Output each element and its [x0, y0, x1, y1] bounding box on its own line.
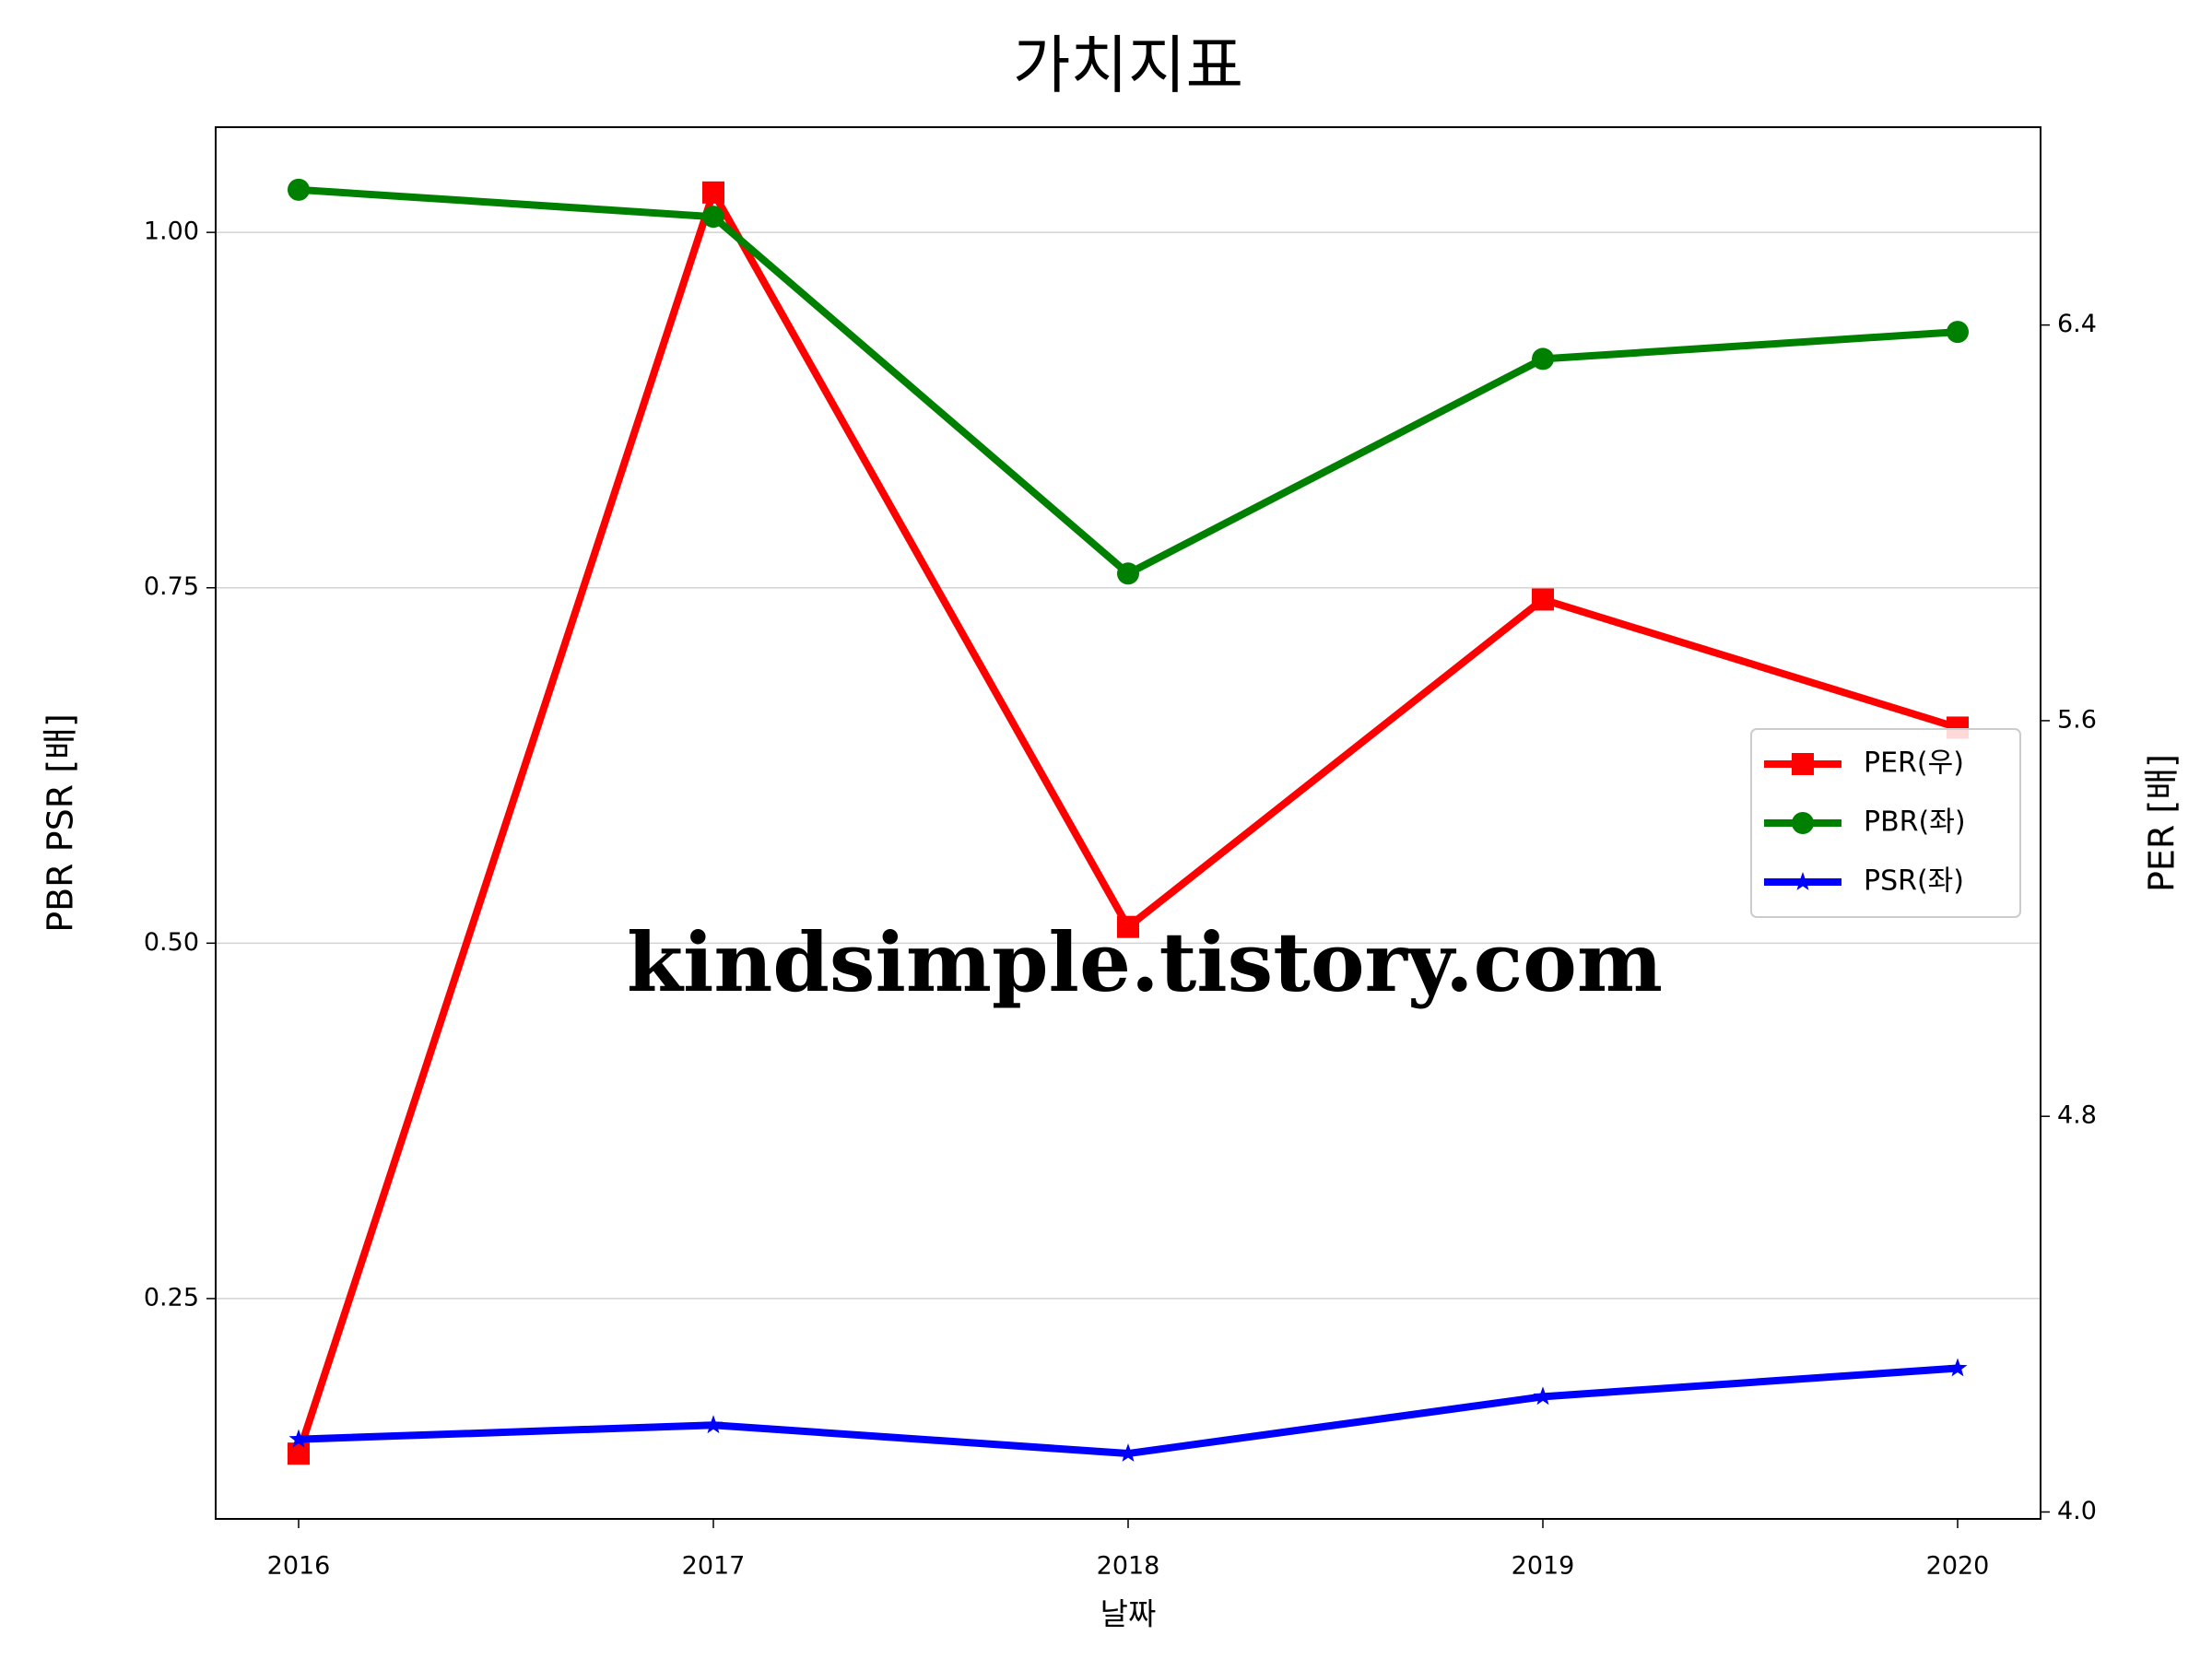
marker [288, 1429, 309, 1448]
series [288, 178, 1969, 585]
y-tick-label: 1.00 [144, 218, 199, 246]
y-tick-label: 0.25 [144, 1283, 199, 1312]
series [288, 181, 1969, 1465]
y-tick-label: 0.50 [144, 928, 199, 957]
x-tick-label: 2020 [1926, 1552, 1990, 1581]
marker [1533, 1386, 1553, 1406]
legend: PER(우) PBR(좌) PSR(좌) [1750, 728, 2021, 918]
plot-frame [215, 126, 2041, 1520]
y-axis-label: PBR PSR [배] [41, 713, 81, 933]
marker [1117, 915, 1139, 938]
marker [1947, 1358, 1968, 1377]
legend-label: PBR(좌) [1864, 806, 1966, 839]
y2-tick-label: 5.6 [2057, 705, 2097, 734]
y2-tick-label: 4.0 [2057, 1497, 2097, 1525]
marker [1793, 872, 1813, 890]
x-tick-label: 2016 [267, 1552, 331, 1581]
chart-title: 가치지표 [1013, 30, 1243, 103]
marker [1118, 1443, 1138, 1462]
legend-label: PER(우) [1864, 747, 1964, 780]
y2-tick-label: 6.4 [2057, 310, 2097, 338]
marker [1532, 588, 1554, 611]
marker [1117, 562, 1139, 585]
marker [1947, 321, 1969, 344]
x-tick-label: 2019 [1512, 1552, 1575, 1581]
marker [1532, 347, 1554, 371]
series [288, 1358, 1968, 1462]
marker [1792, 753, 1814, 775]
y2-tick-label: 4.8 [2057, 1101, 2097, 1130]
marker [288, 1442, 310, 1465]
legend-box [1750, 728, 2021, 918]
marker [702, 181, 724, 204]
x-tick-label: 2017 [682, 1552, 746, 1581]
x-axis-label: 날짜 [1100, 1596, 1157, 1632]
y-tick-label: 0.75 [144, 572, 199, 601]
watermark: kindsimple.tistory.com [627, 914, 1663, 1010]
legend-label: PSR(좌) [1864, 865, 1964, 898]
marker [288, 178, 310, 201]
marker [703, 1415, 724, 1434]
marker [1792, 812, 1814, 834]
y2-axis-label: PER [배] [2142, 754, 2183, 892]
marker [702, 206, 724, 229]
x-tick-label: 2018 [1097, 1552, 1160, 1581]
